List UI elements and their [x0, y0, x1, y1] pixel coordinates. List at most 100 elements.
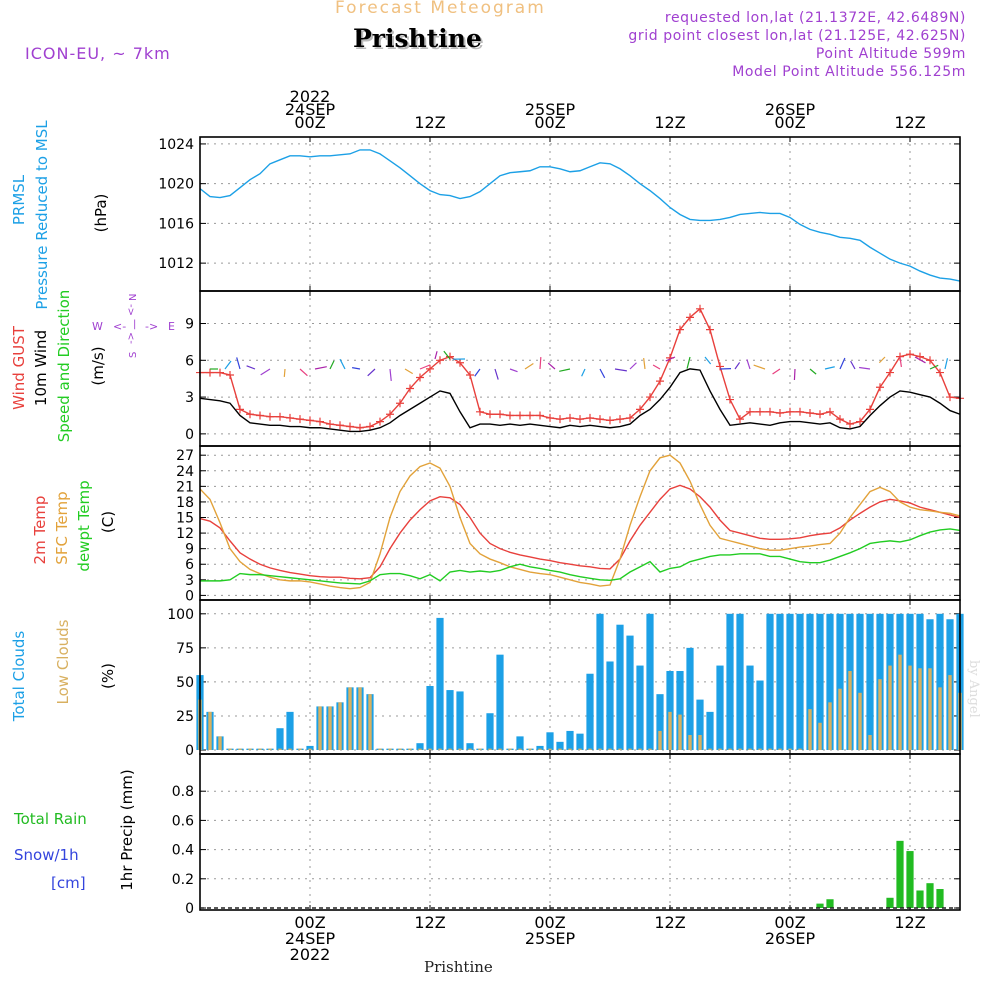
temp-unit: (C): [99, 511, 117, 533]
bar-low_clouds: [798, 748, 802, 750]
bar-low_clouds: [218, 736, 222, 750]
bar-low_clouds: [568, 748, 572, 750]
gust-marker: [296, 415, 304, 424]
compass-arrow: <-: [113, 320, 126, 333]
bar-rain: [906, 851, 914, 908]
wind-arrow: [652, 364, 661, 370]
gust-marker: [216, 368, 224, 377]
bar-low_clouds: [838, 688, 842, 750]
bar-total_clouds: [306, 745, 314, 750]
gust-marker: [946, 393, 954, 402]
gust-marker: [256, 411, 264, 420]
pressure-label: Pressure Reduced to MSL: [33, 120, 51, 310]
bar-rain: [926, 883, 934, 908]
pressure-unit: (hPa): [92, 194, 110, 233]
gust-marker: [646, 393, 654, 402]
bar-low_clouds: [938, 687, 942, 750]
bar-low_clouds: [348, 687, 352, 750]
bar-total_clouds: [726, 613, 734, 750]
snow-label: Snow/1h: [14, 846, 79, 864]
bar-low_clouds: [858, 692, 862, 750]
wind-arrow: [339, 358, 346, 370]
bar-total_clouds: [536, 745, 544, 750]
gust-marker: [596, 415, 604, 424]
y-tick-label: 6: [185, 353, 194, 369]
y-tick-label: 0: [185, 427, 194, 443]
bar-low_clouds: [418, 748, 422, 750]
wind-arrow: [614, 368, 627, 372]
gust-marker: [396, 399, 404, 408]
bar-rain: [886, 897, 894, 908]
gust-marker: [726, 395, 734, 404]
wind-arrow: [746, 359, 751, 370]
gust-marker: [356, 423, 364, 432]
y-tick-label: 15: [176, 511, 194, 527]
gust-marker: [556, 415, 564, 424]
gust-marker: [316, 417, 324, 426]
wind-arrow: [494, 368, 499, 380]
bar-total_clouds: [666, 671, 674, 750]
bar-low_clouds: [868, 735, 872, 750]
bottom-time-label: 2022: [290, 945, 331, 964]
y-tick-label: 0: [185, 901, 194, 917]
bar-total_clouds: [556, 741, 564, 750]
gust-marker: [286, 413, 294, 422]
bar-total_clouds: [856, 613, 864, 750]
gust-marker: [686, 313, 694, 322]
bar-total_clouds: [546, 732, 554, 750]
wind-arrow: [389, 368, 392, 381]
bar-total_clouds: [796, 613, 804, 750]
bar-low_clouds: [778, 748, 782, 750]
gust-marker: [476, 407, 484, 416]
series-line-wind: [199, 368, 961, 433]
bar-total_clouds: [676, 671, 684, 750]
bar-total_clouds: [706, 711, 714, 750]
bar-total_clouds: [466, 743, 474, 750]
forecast-supertitle: Forecast Meteogram: [335, 0, 546, 18]
bar-low_clouds: [608, 748, 612, 750]
bar-low_clouds: [288, 748, 292, 750]
wind-arrow: [260, 368, 271, 376]
gust-marker: [836, 415, 844, 424]
bar-total_clouds: [606, 661, 614, 750]
total-rain-label: Total Rain: [13, 810, 87, 828]
gust-marker: [856, 417, 864, 426]
bar-total_clouds: [446, 690, 454, 750]
panel-frame: [199, 599, 961, 755]
bar-low_clouds: [208, 711, 212, 750]
wind-arrow: [914, 356, 926, 364]
bar-total_clouds: [426, 685, 434, 750]
gust-marker: [526, 411, 534, 420]
bar-rain: [936, 889, 944, 908]
wind-arrow: [524, 363, 534, 370]
gust-marker: [336, 421, 344, 430]
bar-low_clouds: [918, 668, 922, 750]
bar-total_clouds: [826, 613, 834, 750]
bar-low_clouds: [558, 748, 562, 750]
panel-frame: [199, 753, 961, 911]
gust-marker: [716, 362, 724, 371]
bar-low_clouds: [748, 748, 752, 750]
gust-marker: [786, 407, 794, 416]
wind-arrow: [944, 358, 949, 370]
bar-low_clouds: [508, 748, 512, 750]
compass-w: W: [92, 320, 103, 333]
bar-low_clouds: [818, 722, 822, 750]
y-tick-label: 0: [185, 588, 194, 604]
y-tick-label: 9: [185, 317, 194, 333]
bar-total_clouds: [836, 613, 844, 750]
cloud-unit: (%): [99, 663, 117, 689]
panel-1: 1012 1016 1020 1024: [158, 136, 961, 292]
bar-low_clouds: [308, 748, 312, 750]
compass-n: N: [128, 294, 139, 301]
gust-marker: [416, 373, 424, 382]
gust-marker: [366, 422, 374, 431]
bar-low_clouds: [238, 748, 242, 750]
bar-low_clouds: [528, 748, 532, 750]
bar-rain: [896, 840, 904, 908]
gust-marker: [326, 420, 334, 429]
series-line-dewpt: [200, 528, 961, 585]
y-tick-label: 12: [176, 526, 194, 542]
gust-marker: [636, 405, 644, 414]
